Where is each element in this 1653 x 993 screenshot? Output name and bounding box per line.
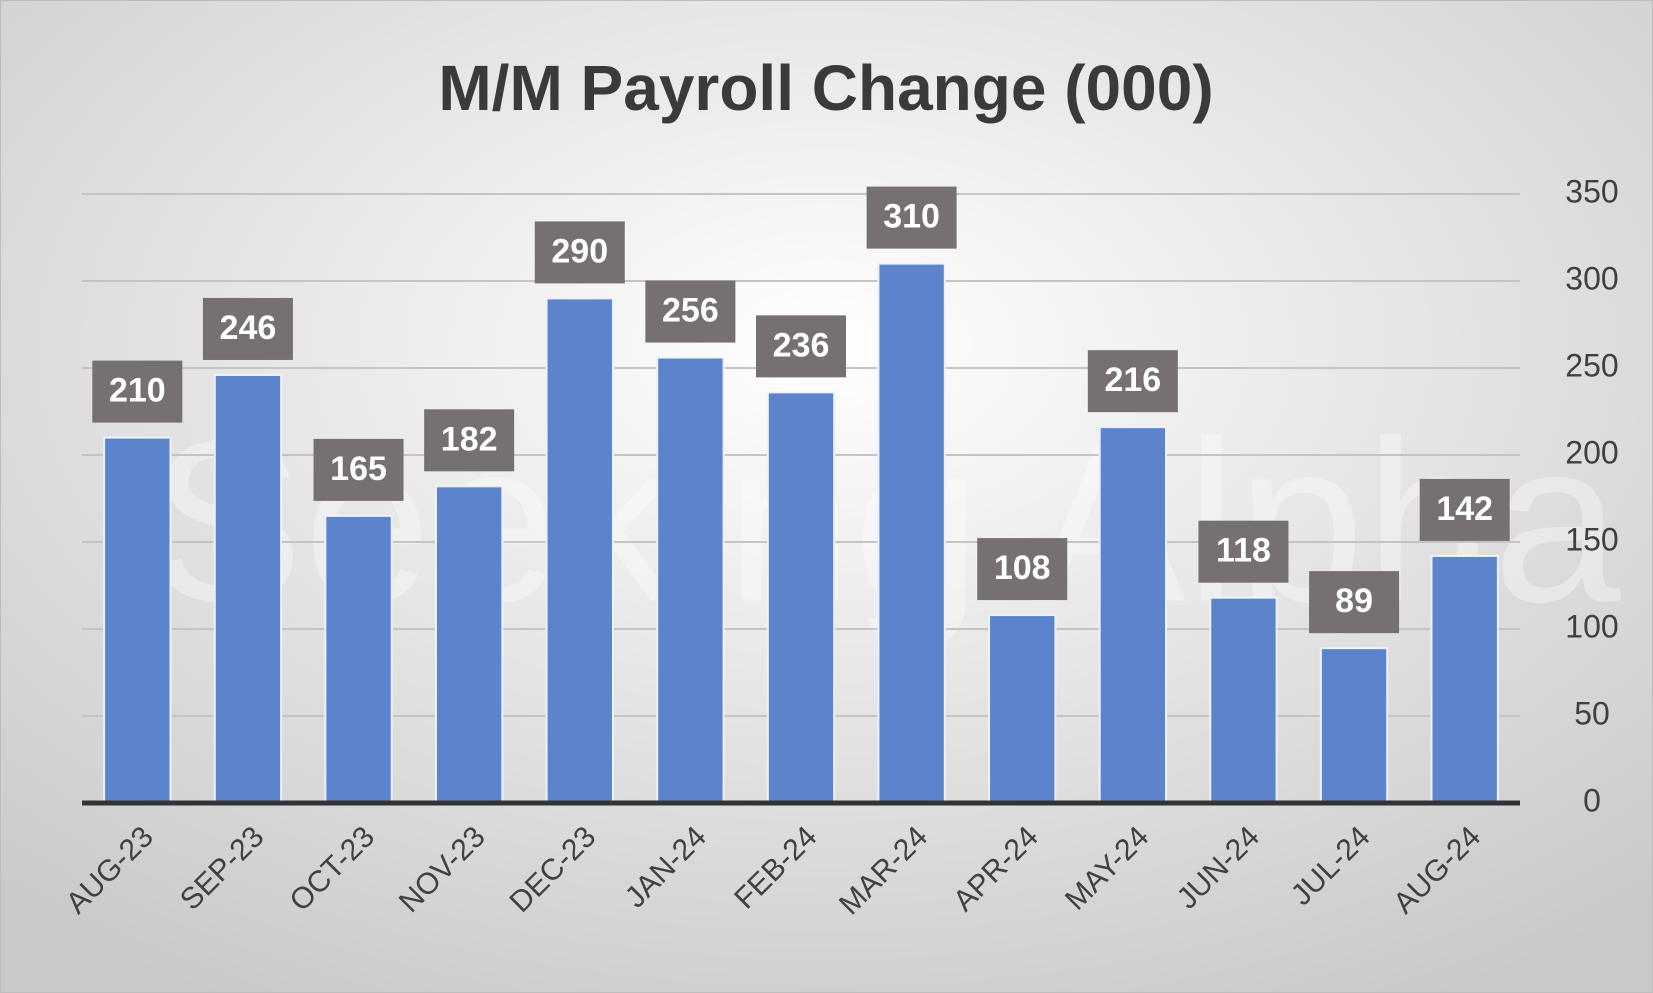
data-label-box — [313, 438, 404, 501]
bar — [766, 391, 836, 804]
y-tick-label: 0 — [1583, 782, 1601, 818]
data-label-box — [202, 297, 293, 360]
bar — [988, 614, 1057, 805]
bar — [1319, 647, 1389, 805]
data-label-box — [1419, 478, 1510, 541]
bar — [103, 436, 172, 804]
bar — [656, 356, 725, 804]
data-label-box — [1309, 571, 1400, 634]
data-label-box — [1087, 350, 1178, 413]
data-label: 118 — [1216, 532, 1271, 570]
y-tick-label: 350 — [1565, 173, 1618, 209]
data-label-box — [866, 186, 957, 249]
data-label-box — [92, 360, 183, 423]
data-label: 165 — [330, 450, 387, 488]
data-label-box — [977, 538, 1068, 601]
data-label: 108 — [994, 549, 1051, 587]
data-label: 256 — [662, 292, 719, 330]
data-label-box — [424, 409, 515, 472]
data-label: 89 — [1335, 582, 1373, 620]
y-tick-label: 100 — [1565, 608, 1618, 644]
bar — [1430, 554, 1499, 804]
y-tick-label: 250 — [1565, 347, 1618, 383]
bar — [324, 514, 393, 805]
data-label-box — [1198, 520, 1289, 583]
bar — [434, 485, 504, 804]
data-label: 210 — [109, 372, 166, 410]
y-tick-label: 300 — [1565, 260, 1618, 296]
y-tick-label: 150 — [1565, 521, 1618, 557]
chart-title: M/M Payroll Change (000) — [438, 52, 1213, 124]
data-label-box — [534, 221, 625, 284]
data-label: 310 — [883, 198, 940, 236]
data-label: 142 — [1436, 490, 1493, 528]
bar — [545, 297, 614, 804]
y-tick-label: 200 — [1565, 434, 1618, 470]
data-label: 290 — [551, 232, 608, 270]
y-tick-label: 50 — [1574, 695, 1610, 731]
data-label-box — [645, 280, 736, 343]
data-label-box — [756, 315, 846, 378]
bar — [1098, 426, 1168, 804]
bar — [213, 373, 283, 804]
data-label: 182 — [441, 420, 498, 458]
bar — [877, 262, 946, 805]
data-label: 236 — [773, 326, 830, 364]
data-label: 246 — [220, 309, 277, 347]
bar — [1209, 596, 1278, 804]
data-label: 216 — [1104, 361, 1161, 399]
